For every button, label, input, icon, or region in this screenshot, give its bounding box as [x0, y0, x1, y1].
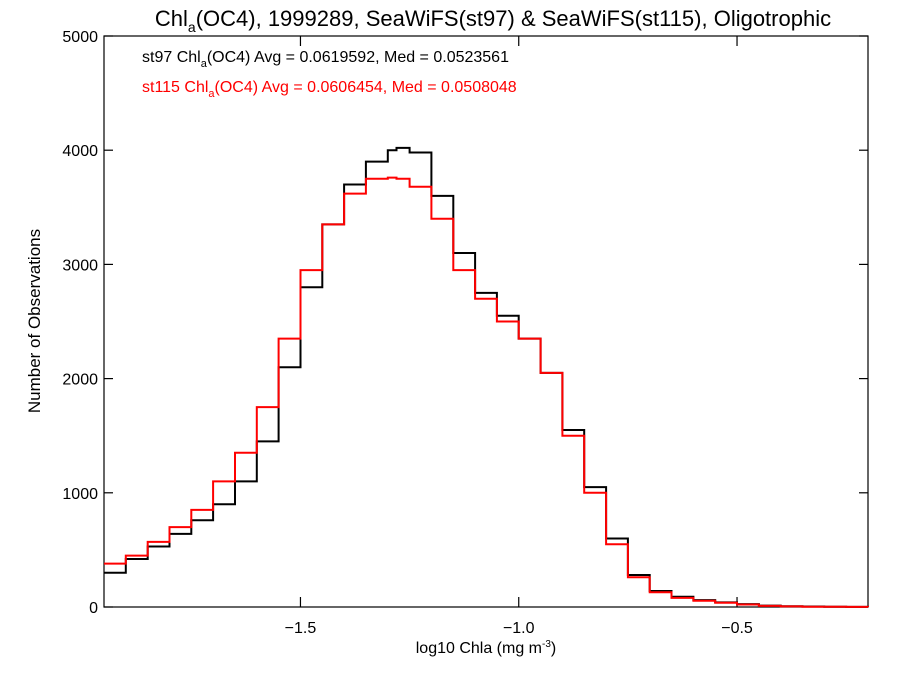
- y-tick-label: 0: [89, 600, 98, 617]
- chart-title-prefix: Chl: [155, 6, 188, 31]
- annotation-st97: st97 Chla(OC4) Avg = 0.0619592, Med = 0.…: [142, 49, 509, 70]
- chart-title: Chla(OC4), 1999289, SeaWiFS(st97) & SeaW…: [155, 6, 831, 35]
- y-tick-label: 4000: [62, 143, 98, 160]
- x-tick-label: −1.5: [285, 620, 317, 637]
- y-tick-label: 5000: [62, 29, 98, 46]
- x-tick-label: −0.5: [721, 620, 753, 637]
- series-line-0: [104, 146, 869, 608]
- x-tick-label: −1.0: [503, 620, 535, 637]
- annotation-st115-sub: a: [208, 88, 215, 100]
- series-line-1: [104, 176, 869, 608]
- plot-frame: [103, 35, 869, 608]
- annotation-st97-suffix: (OC4) Avg = 0.0619592, Med = 0.0523561: [207, 49, 509, 66]
- chart-title-sub: a: [188, 19, 196, 35]
- y-tick-label: 3000: [62, 257, 98, 274]
- x-axis-label-text: log10 Chla (mg m: [416, 640, 542, 657]
- x-axis-label-close: ): [551, 640, 556, 657]
- annotation-st115-suffix: (OC4) Avg = 0.0606454, Med = 0.0508048: [215, 79, 517, 96]
- x-axis-label-sup: -3: [542, 639, 551, 650]
- x-axis-ticks: −1.5 −1.0 −0.5: [285, 36, 753, 637]
- y-axis-ticks: 0 1000 2000 3000 4000 5000: [62, 29, 868, 617]
- y-axis-label: Number of Observations: [25, 229, 44, 413]
- x-axis-label: log10 Chla (mg m-3): [416, 639, 557, 657]
- annotation-st115: st115 Chla(OC4) Avg = 0.0606454, Med = 0…: [142, 79, 517, 100]
- annotation-st115-prefix: st115 Chl: [142, 79, 208, 96]
- annotation-st97-sub: a: [201, 58, 208, 70]
- chart-title-suffix: (OC4), 1999289, SeaWiFS(st97) & SeaWiFS(…: [196, 6, 831, 31]
- annotation-st97-prefix: st97 Chl: [142, 49, 201, 66]
- y-tick-label: 2000: [62, 372, 98, 389]
- series-group: [104, 146, 869, 608]
- y-tick-label: 1000: [62, 486, 98, 503]
